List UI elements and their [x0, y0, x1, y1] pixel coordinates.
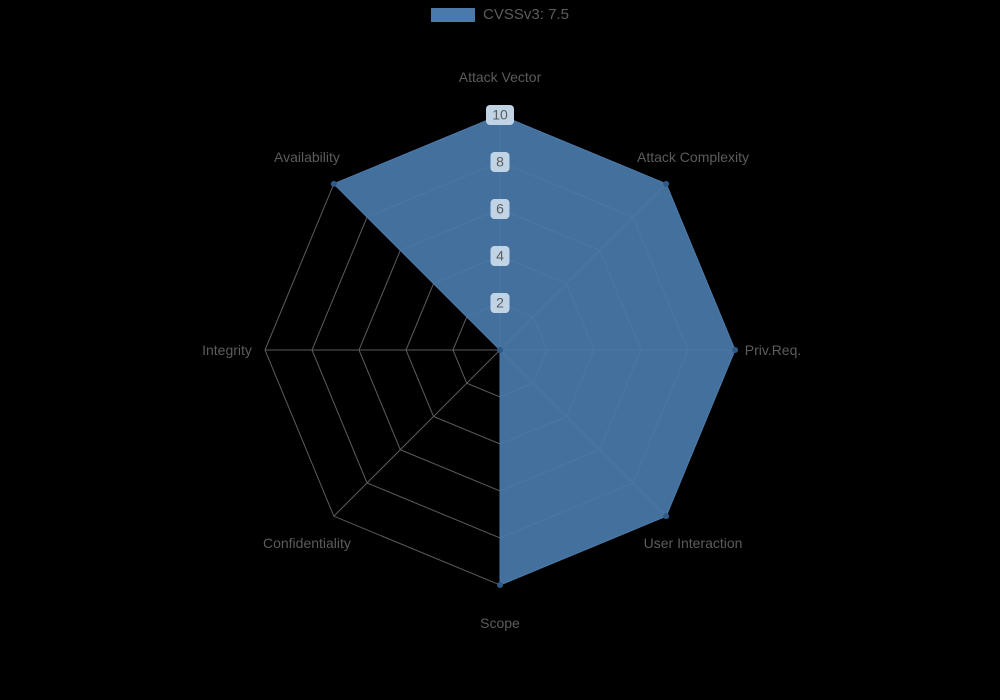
scale-tick: 8	[496, 154, 504, 170]
scale-tick: 4	[496, 248, 504, 264]
radar-svg: 2 4 6 8 10	[0, 0, 1000, 700]
scale-tick: 10	[492, 107, 508, 123]
radar-chart-container: CVSSv3: 7.5 246810 Attack VectorAttack C…	[0, 0, 1000, 700]
scale-tick: 2	[496, 295, 504, 311]
scale-tick: 6	[496, 201, 504, 217]
